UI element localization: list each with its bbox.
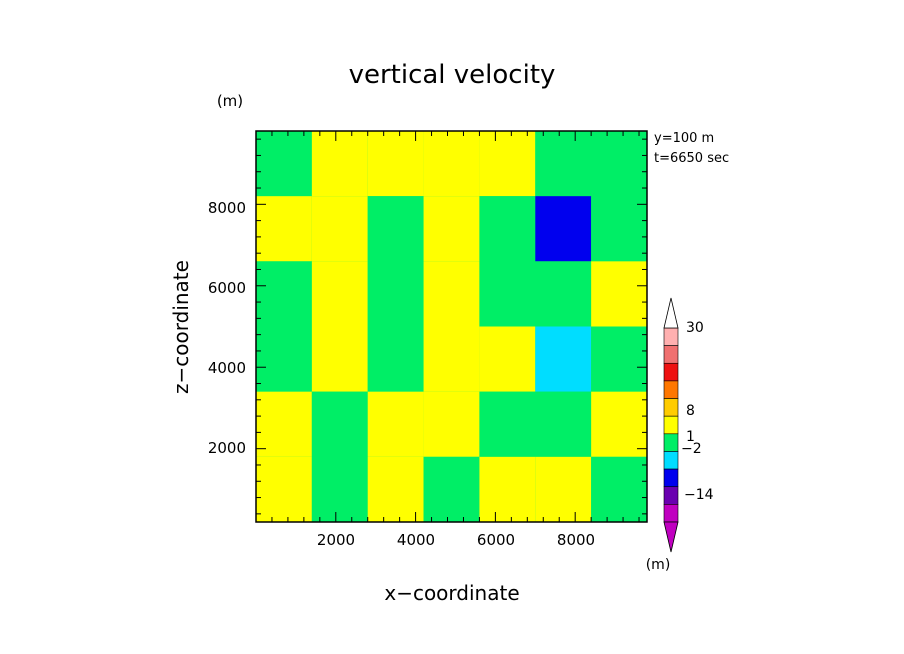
contour-cell [423, 196, 480, 262]
colorbar-segment [663, 433, 679, 452]
colorbar-segment [663, 504, 679, 523]
contour-cell [535, 456, 592, 522]
colorbar-segment [663, 451, 679, 470]
contour-cell [311, 456, 368, 522]
colorbar-label: −2 [681, 441, 702, 457]
contour-cell [256, 326, 312, 392]
x-tick-label: 8000 [557, 531, 595, 549]
contour-cell [591, 196, 647, 262]
contour-cell [423, 391, 480, 457]
contour-cell [311, 196, 368, 262]
contour-cell [479, 261, 536, 327]
contour-cell [479, 456, 536, 522]
contour-cell [591, 261, 647, 327]
contour-cell [423, 261, 480, 327]
minor-ticks [256, 131, 647, 522]
contour-cell [423, 326, 480, 392]
contour-cell [311, 326, 368, 392]
y-unit-label: (m) [217, 92, 243, 110]
y-tick-label: 4000 [208, 359, 246, 377]
contour-cell [479, 131, 536, 197]
contour-cell [479, 196, 536, 262]
contour-cell [479, 391, 536, 457]
contour-cell [479, 326, 536, 392]
contour-cell [591, 131, 647, 197]
contour-cell [256, 456, 312, 522]
contour-cell [535, 261, 592, 327]
contour-cell [367, 326, 424, 392]
contour-cell [367, 131, 424, 197]
contour-cell [256, 261, 312, 327]
x-tick-label: 2000 [317, 531, 355, 549]
chart-title: vertical velocity [349, 60, 556, 90]
contour-cell [256, 131, 312, 197]
contour-cell [256, 391, 312, 457]
contour-cell [367, 456, 424, 522]
x-tick-labels: 2000 4000 6000 8000 [317, 531, 595, 549]
contour-cell [311, 261, 368, 327]
contour-cell [591, 456, 647, 522]
contour-cell [256, 196, 312, 262]
y-tick-label: 8000 [208, 199, 246, 217]
colorbar: 30 8 1 −2 −14 (m) [646, 297, 714, 573]
colorbar-min-arrow [663, 521, 679, 553]
x-tick-label: 6000 [477, 531, 515, 549]
y-tick-label: 6000 [208, 279, 246, 297]
colorbar-segment [663, 468, 679, 488]
contour-cell [367, 196, 424, 262]
colorbar-label: 30 [686, 320, 704, 336]
colorbar-segment [663, 415, 679, 435]
colorbar-label: 1 [686, 429, 695, 445]
colorbar-segment [663, 362, 679, 382]
colorbar-label: 8 [686, 403, 695, 419]
colorbar-segment [663, 380, 679, 399]
colorbar-max-arrow [663, 297, 679, 329]
colorbar-unit: (m) [646, 557, 671, 573]
contour-cell [591, 326, 647, 392]
contour-cell [423, 456, 480, 522]
colorbar-segments [663, 297, 679, 553]
contour-cell [535, 196, 592, 262]
contour-cell [535, 391, 592, 457]
contour-cell [367, 261, 424, 327]
x-axis-label: x−coordinate [384, 581, 519, 605]
plot-area [255, 130, 648, 523]
colorbar-segment [663, 398, 679, 417]
colorbar-label: −14 [684, 487, 714, 503]
colorbar-segment [663, 327, 679, 346]
contour-cell [535, 131, 592, 197]
contour-cell [423, 131, 480, 197]
y-tick-labels: 2000 4000 6000 8000 [208, 199, 246, 457]
info-time: t=6650 sec [654, 151, 729, 166]
info-y-position: y=100 m [654, 131, 714, 146]
contour-cell [311, 391, 368, 457]
y-axis-label: z−coordinate [169, 260, 193, 394]
y-tick-label: 2000 [208, 439, 246, 457]
colorbar-segment [663, 345, 679, 364]
plot-frame [255, 130, 648, 523]
colorbar-segment [663, 486, 679, 505]
contour-cell [591, 391, 647, 457]
contour-cell [535, 326, 592, 392]
contour-cell [311, 131, 368, 197]
x-tick-label: 4000 [397, 531, 435, 549]
contour-cell [367, 391, 424, 457]
contour-field [256, 131, 647, 522]
